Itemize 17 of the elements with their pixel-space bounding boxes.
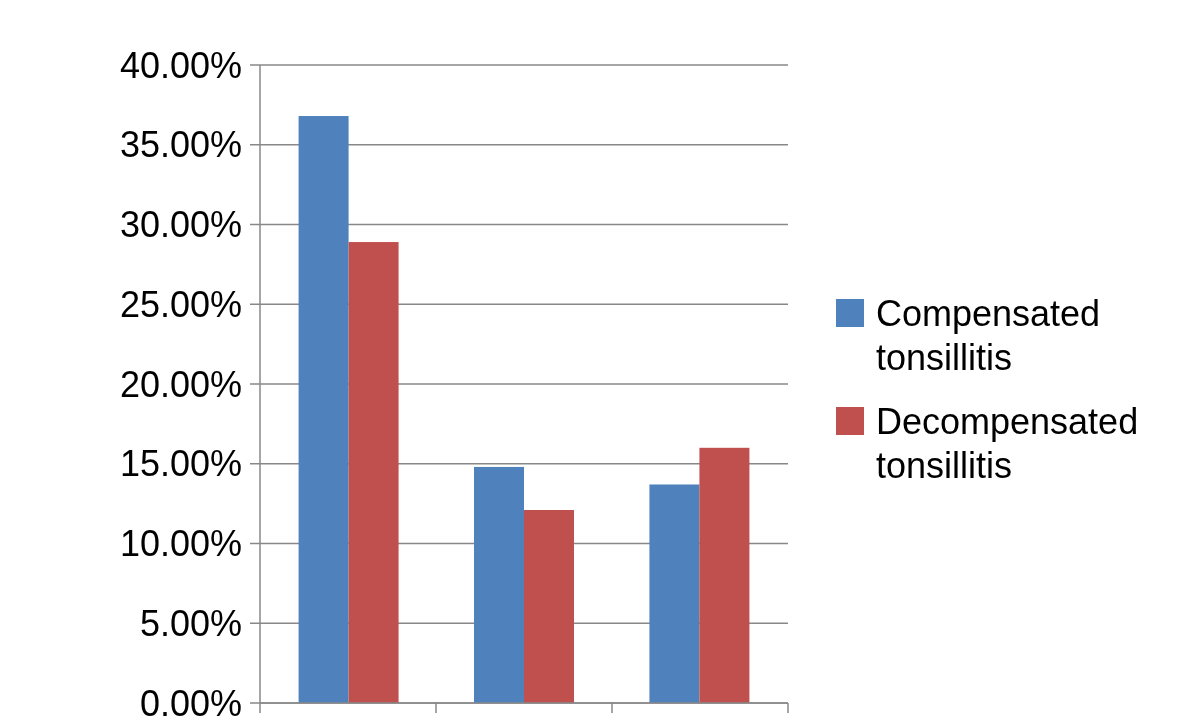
bar <box>348 242 399 703</box>
bar <box>298 116 349 703</box>
y-tick-label: 20.00% <box>119 363 242 405</box>
y-tick-label: 15.00% <box>119 443 242 485</box>
bar <box>524 510 574 703</box>
y-tick-label: 10.00% <box>119 523 242 565</box>
bar <box>474 466 524 703</box>
y-tick-label: 30.00% <box>119 204 242 246</box>
bar <box>699 447 750 703</box>
bar <box>649 484 700 703</box>
y-tick-label: 25.00% <box>119 283 242 325</box>
y-tick-label: 40.00% <box>119 44 242 86</box>
legend-label: Compensated tonsillitis <box>876 292 1101 378</box>
y-tick-label: 0.00% <box>139 682 242 718</box>
y-tick-label: 35.00% <box>119 124 242 166</box>
y-tick-label: 5.00% <box>139 602 242 644</box>
legend-label: Decompensated tonsillitis <box>876 400 1139 486</box>
